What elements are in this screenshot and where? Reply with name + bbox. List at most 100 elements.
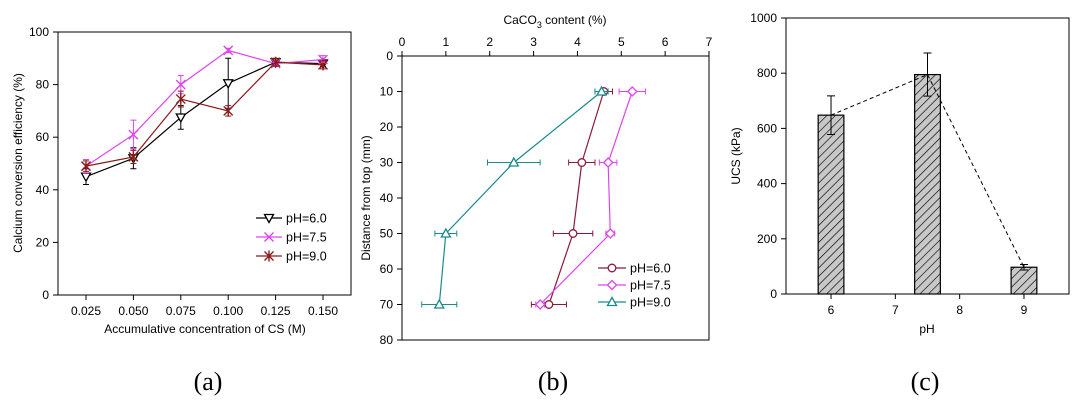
panel-a-data-point <box>222 79 234 90</box>
panel-a-y-tick-label: 0 <box>42 288 49 302</box>
panel-b-x-tick-label: 2 <box>486 35 493 49</box>
panel-a-data-point <box>80 172 92 183</box>
panel-a-legend-label: pH=9.0 <box>286 250 327 264</box>
panel-b-legend-marker <box>607 263 617 273</box>
panel-c-y-tick-label: 800 <box>757 66 777 80</box>
panel-b-data-point <box>433 298 445 309</box>
panel-b-y-tick-label: 40 <box>380 191 394 205</box>
panel-b-x-tick-label: 0 <box>399 35 406 49</box>
panel-b-x-tick-label: 1 <box>443 35 450 49</box>
panel-a-y-tick-label: 20 <box>36 235 50 249</box>
panel-a-data-point <box>175 79 186 90</box>
panel-c-y-tick-label: 400 <box>757 177 777 191</box>
panel-b-series-line <box>539 91 633 305</box>
panel-a-x-tick-label: 0.125 <box>261 304 291 318</box>
panel-a-legend-label: pH=6.0 <box>286 212 327 226</box>
panel-b-y-tick-label: 80 <box>380 333 394 347</box>
panel-b-x-tick-label: 4 <box>574 35 581 49</box>
panel-a-x-axis-label: Accumulative concentration of CS (M) <box>104 322 305 336</box>
panel-b-y-tick-label: 60 <box>380 262 394 276</box>
panel-b-x-tick-label: 7 <box>706 35 713 49</box>
panel-b-series-line <box>438 91 602 305</box>
panel-b-data-point <box>508 156 520 167</box>
panel-b-data-point <box>534 299 546 310</box>
panel-c-y-axis-label: UCS (kPa) <box>729 127 743 184</box>
panel-a-series-1 <box>81 45 328 174</box>
panel-c-x-tick-label: 8 <box>956 303 963 317</box>
panel-a-series-line <box>85 61 324 167</box>
panel-c-x-tick-label: 6 <box>828 303 835 317</box>
panel-a-legend-marker <box>264 250 274 262</box>
panel-a-x-tick-label: 0.100 <box>213 304 243 318</box>
panel-b-y-tick-label: 20 <box>380 120 394 134</box>
panel-b-legend-marker <box>606 296 618 307</box>
panel-c-x-tick-label: 9 <box>1021 303 1028 317</box>
panel-a-data-point <box>318 59 328 71</box>
panel-c-y-tick-label: 1000 <box>750 11 777 25</box>
panel-c-chart: UCS (kPa) pH 6 7 8 9 0 200 400 600 800 1000 <box>729 11 1070 336</box>
panel-b-series-1 <box>534 86 646 310</box>
panel-b-series-line <box>548 91 605 305</box>
panel-c-bar <box>1010 266 1038 295</box>
panel-a-data-point <box>128 129 139 140</box>
panel-b-data-point <box>568 229 578 238</box>
panel-a-ticks: 0.025 0.050 0.075 0.100 0.125 0.150 0 20 40 60 80 1… <box>29 25 338 318</box>
panel-a-y-axis-label: Calcium conversion efficiency (%) <box>11 73 25 253</box>
panel-a-legend-marker <box>263 213 275 224</box>
panel-b-data-point <box>604 228 616 239</box>
panel-b-legend-marker <box>606 279 618 291</box>
panel-a-x-tick-label: 0.050 <box>118 304 148 318</box>
panel-a-y-tick-label: 100 <box>29 25 49 39</box>
panel-c-y-tick-label: 200 <box>757 232 777 246</box>
panel-b-legend-label: pH=6.0 <box>630 262 671 276</box>
panel-a-chart: Calcium conversion efficiency (%) Accumu… <box>11 25 352 336</box>
panel-c-bars <box>817 52 1038 295</box>
panel-c-y-tick-label: 0 <box>770 287 777 301</box>
panel-c-error-bar <box>923 52 932 97</box>
panel-b-y-tick-label: 30 <box>380 156 394 170</box>
panel-b-series-0 <box>530 87 614 309</box>
panel-b-data-point <box>602 157 614 168</box>
panel-c-x-tick-label: 7 <box>892 303 899 317</box>
panel-b-series <box>421 85 646 310</box>
panel-b-data-point <box>595 85 608 96</box>
panel-a-series <box>80 45 329 186</box>
panel-b-series-2 <box>421 85 609 309</box>
panel-a-data-point <box>128 151 139 163</box>
panel-b-data-point <box>544 300 554 309</box>
panel-b-x-axis-label: CaCO3 content (%) <box>503 13 606 30</box>
panel-a-legend-marker <box>264 232 274 242</box>
panel-b-legend: pH=6.0 pH=7.5 pH=9.0 <box>598 262 671 310</box>
panel-b-x-tick-label: 6 <box>662 35 669 49</box>
panel-a-y-tick-label: 40 <box>36 183 50 197</box>
panel-c-bar <box>914 73 941 295</box>
panel-b-y-axis-label: Distance from top (mm) <box>359 135 373 260</box>
panel-b-chart: CaCO3 content (%) Distance from top (mm)… <box>359 13 713 347</box>
panel-a-x-tick-label: 0.075 <box>166 304 196 318</box>
panel-b-y-tick-label: 10 <box>380 85 394 99</box>
panel-b-data-point <box>440 227 452 238</box>
panel-c-bar <box>817 114 845 295</box>
panel-a-data-point <box>223 45 234 56</box>
panel-c-error-bar <box>827 95 836 135</box>
panel-b-data-point <box>626 86 638 97</box>
panel-a-data-point <box>223 105 234 117</box>
panel-a-caption: (a) <box>194 367 223 396</box>
panel-c-trend-line <box>830 73 1025 268</box>
panel-a-legend-label: pH=7.5 <box>286 231 327 245</box>
panel-a-series-0 <box>80 57 329 186</box>
panel-a-series-2 <box>81 56 328 172</box>
panel-a-data-point <box>175 113 187 124</box>
panel-b-y-tick-label: 0 <box>386 49 393 63</box>
panel-a-x-tick-label: 0.025 <box>71 304 101 318</box>
panel-c-y-tick-label: 600 <box>757 121 777 135</box>
panel-b-x-tick-label: 5 <box>618 35 625 49</box>
panel-b-y-tick-label: 70 <box>380 298 394 312</box>
panel-a-data-point <box>175 93 186 105</box>
panel-b-x-tick-label: 3 <box>530 35 537 49</box>
panel-a-legend: pH=6.0 pH=7.5 pH=9.0 <box>256 212 327 264</box>
panel-a-plot-frame <box>57 31 352 296</box>
panel-c-caption: (c) <box>911 367 940 396</box>
